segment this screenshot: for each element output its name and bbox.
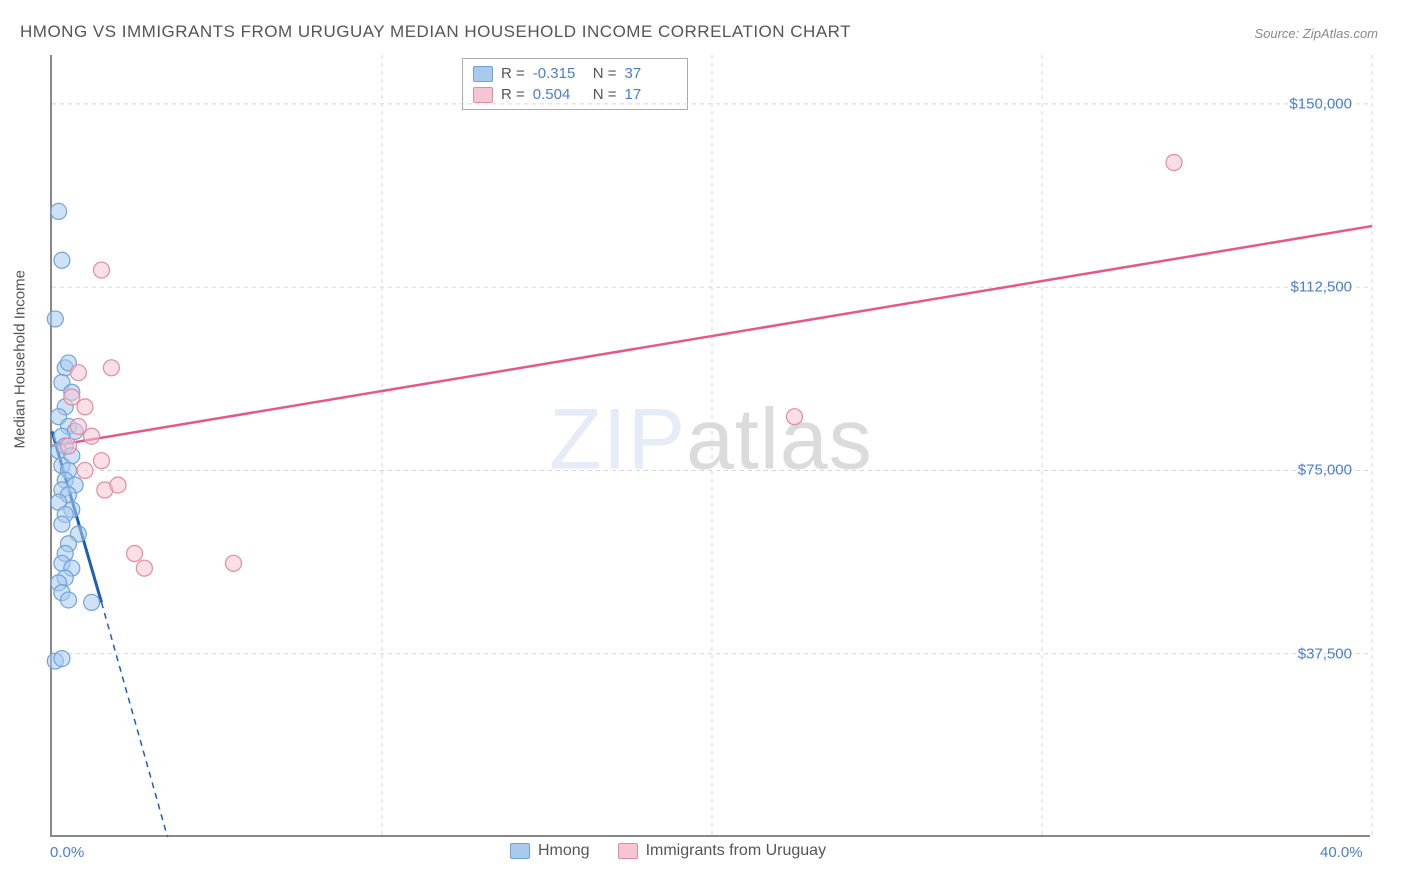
swatch-a [510,843,530,859]
legend-label-b: Immigrants from Uruguay [646,842,827,860]
x-tick-label: 0.0% [50,844,84,861]
plot-area: ZIPatlas R = -0.315 N = 37 R = 0.504 N =… [50,55,1370,837]
y-axis-label: Median Household Income [12,270,29,448]
chart-title: HMONG VS IMMIGRANTS FROM URUGUAY MEDIAN … [20,22,851,42]
y-tick-label: $75,000 [1298,462,1352,479]
source-credit: Source: ZipAtlas.com [1254,26,1378,41]
y-tick-label: $112,500 [1291,279,1352,296]
trend-lines-svg [52,55,1370,835]
x-tick-label: 40.0% [1320,844,1363,861]
y-tick-label: $37,500 [1298,645,1352,662]
y-tick-label: $150,000 [1289,95,1352,112]
legend-item-b: Immigrants from Uruguay [618,842,827,860]
series-legend: Hmong Immigrants from Uruguay [510,842,826,860]
legend-label-a: Hmong [538,842,590,860]
legend-item-a: Hmong [510,842,590,860]
swatch-b [618,843,638,859]
